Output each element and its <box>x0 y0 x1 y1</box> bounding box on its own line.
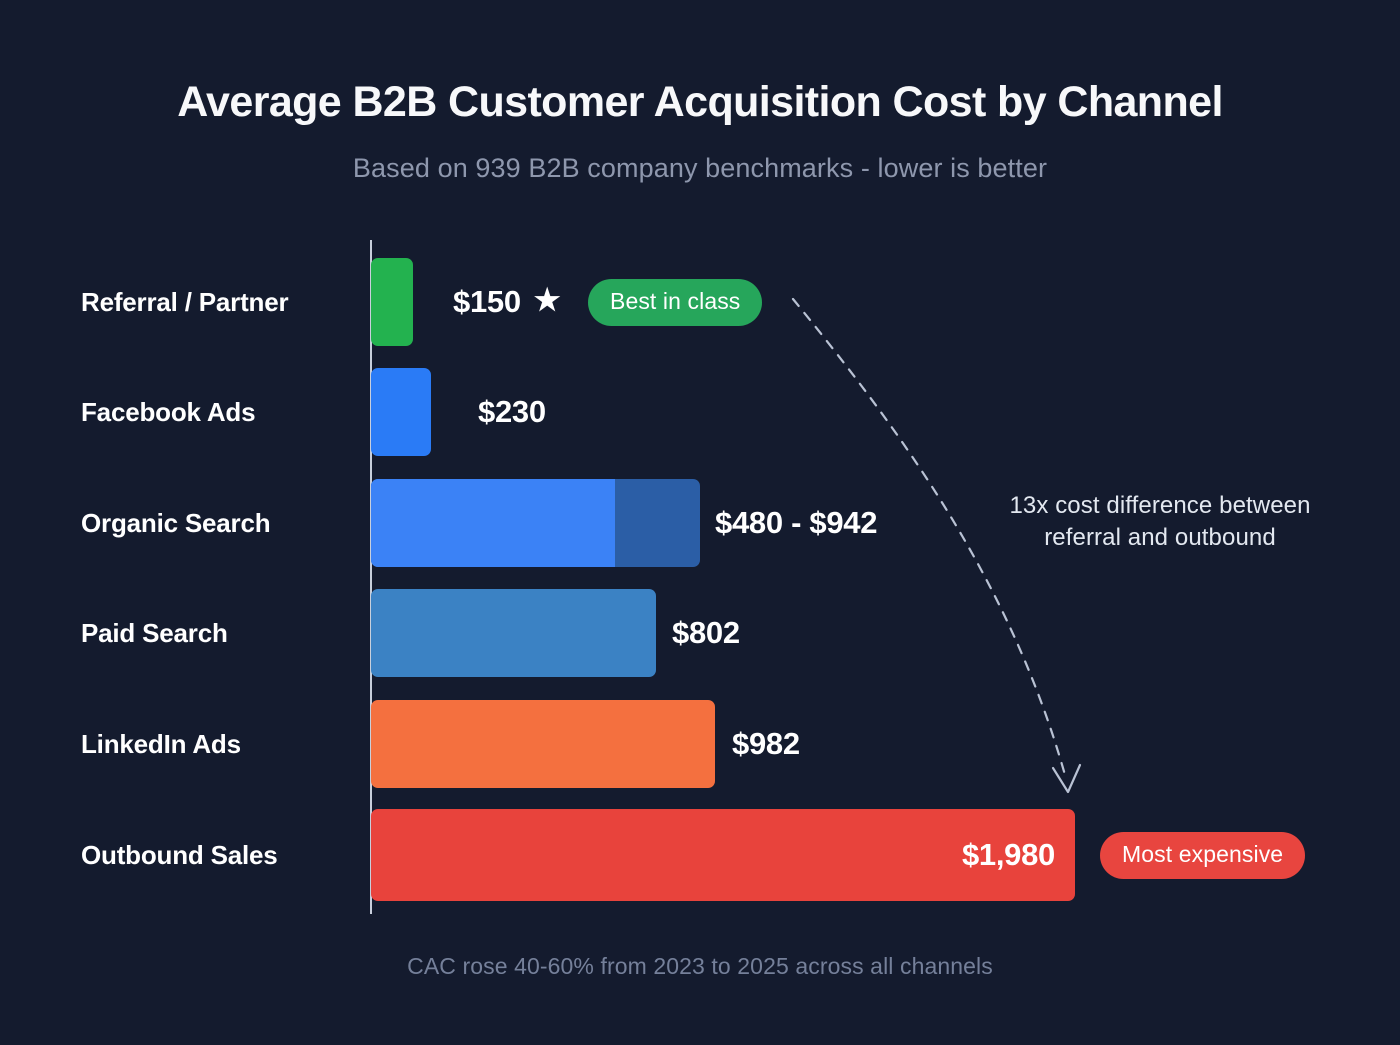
value-text: $982 <box>732 726 800 761</box>
value-label-outbound-sales: $1,980 <box>875 800 1055 910</box>
table-row: Paid Search $802 <box>0 578 1400 688</box>
bar-paid-search[interactable] <box>371 578 656 688</box>
value-text: $230 <box>478 394 546 429</box>
page-title: Average B2B Customer Acquisition Cost by… <box>177 78 1223 126</box>
category-label-linkedin-ads: LinkedIn Ads <box>81 728 241 759</box>
chart-footnote: CAC rose 40-60% from 2023 to 2025 across… <box>407 953 993 979</box>
category-label-outbound-sales: Outbound Sales <box>81 839 278 870</box>
table-row: Facebook Ads $230 <box>0 357 1400 467</box>
chart-subtitle: Based on 939 B2B company benchmarks - lo… <box>352 153 1048 183</box>
category-label-paid-search: Paid Search <box>81 617 228 648</box>
status-badge: Best in class <box>588 278 763 326</box>
annotation-line-1: 13x cost difference between <box>1009 492 1311 519</box>
status-badge: Most expensive <box>1100 831 1306 879</box>
bar-linkedin-ads[interactable] <box>371 689 715 799</box>
y-axis-line <box>370 240 372 914</box>
annotation-text: 13x cost difference between referral and… <box>955 490 1365 554</box>
bar-outbound-sales[interactable] <box>371 800 1075 910</box>
value-label-facebook-ads: $230 <box>478 357 546 467</box>
value-text: $1,980 <box>961 837 1055 872</box>
badge-best-in-class[interactable]: Best in class <box>588 247 763 357</box>
value-text: $480 - $942 <box>715 505 878 540</box>
bar-facebook-ads[interactable] <box>371 357 431 467</box>
table-row: LinkedIn Ads $982 <box>0 689 1400 799</box>
value-text: $802 <box>672 615 740 650</box>
badge-most-expensive[interactable]: Most expensive <box>1100 800 1306 910</box>
category-label-facebook-ads: Facebook Ads <box>81 396 256 427</box>
bar-organic-search[interactable] <box>371 468 700 578</box>
bar-segment-range-low <box>371 479 615 567</box>
category-label-organic-search: Organic Search <box>81 507 271 538</box>
value-text: $150 <box>453 284 521 319</box>
star-icon: ★ <box>533 284 561 317</box>
value-label-referral-partner: $150 ★ <box>453 247 561 357</box>
value-label-paid-search: $802 <box>672 578 740 688</box>
bar-referral-partner[interactable] <box>371 247 413 357</box>
annotation-line-2: referral and outbound <box>1044 523 1276 551</box>
table-row: Referral / Partner $150 ★ Best in class <box>0 247 1400 357</box>
value-label-linkedin-ads: $982 <box>732 689 800 799</box>
table-row: Outbound Sales $1,980 Most expensive <box>0 800 1400 910</box>
value-label-organic-search: $480 - $942 <box>715 468 877 578</box>
category-label-referral-partner: Referral / Partner <box>81 286 289 317</box>
